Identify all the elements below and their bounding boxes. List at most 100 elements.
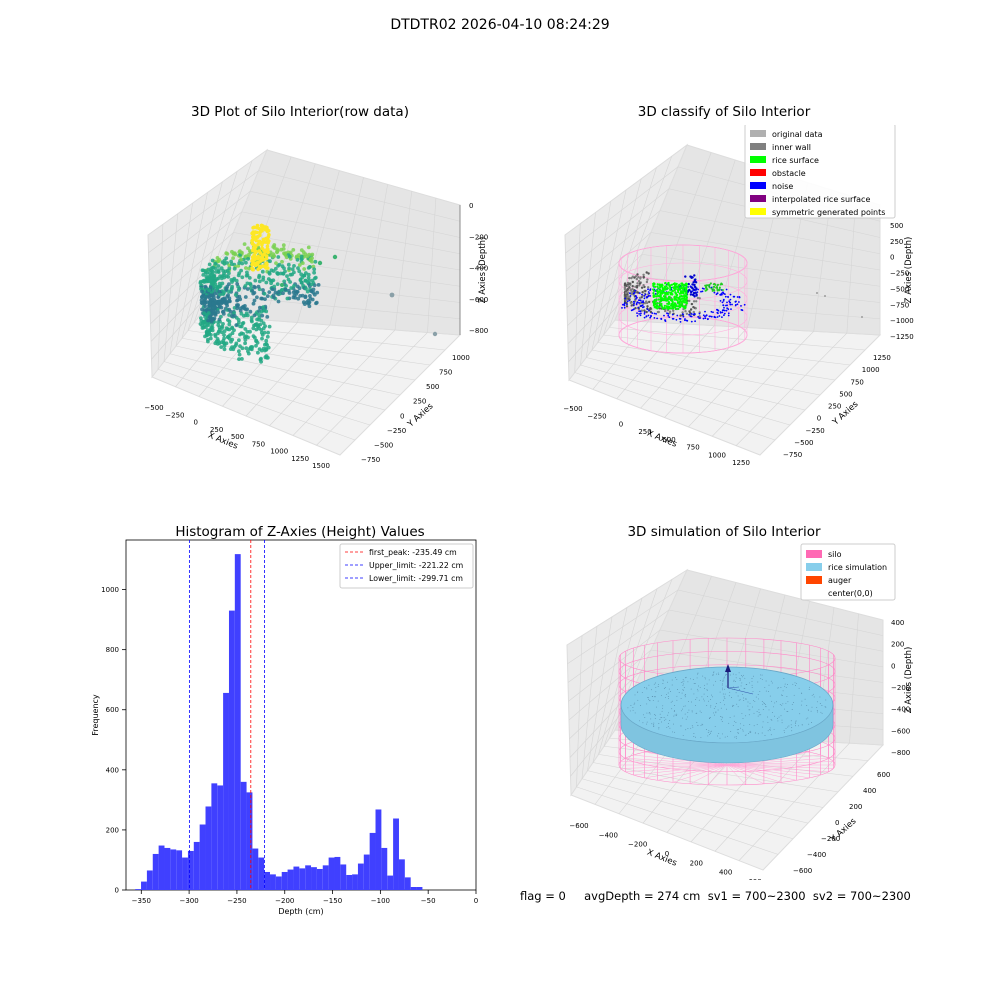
data-point (285, 274, 289, 278)
inner-wall-point (626, 288, 629, 292)
data-point (252, 284, 256, 289)
data-point (264, 261, 268, 266)
rice-mesh-point (685, 694, 686, 695)
rice-mesh-point (729, 717, 731, 719)
noise-point (688, 288, 691, 292)
rice-mesh-point (724, 688, 726, 690)
rice-mesh-point (634, 702, 636, 704)
data-point (248, 282, 253, 287)
rice-mesh-point (735, 692, 737, 694)
noise-point (622, 303, 624, 306)
rice-mesh-point (722, 683, 723, 685)
rice-surface-point (666, 287, 669, 290)
rice-surface-point (656, 302, 659, 305)
data-point (251, 226, 255, 230)
grid-line (175, 192, 208, 347)
z-tick-label: 400 (891, 619, 904, 627)
rice-mesh-point (703, 698, 705, 700)
data-point (251, 326, 256, 331)
grid-line (245, 324, 331, 417)
legend-swatch (750, 208, 766, 215)
data-point (260, 243, 264, 247)
rice-mesh-point (804, 698, 806, 700)
rice-mesh-point (719, 680, 721, 681)
rice-surface-point (675, 294, 678, 297)
data-point (222, 333, 226, 337)
figure-suptitle: DTDTR02 2026-04-10 08:24:29 (390, 17, 610, 33)
rice-mesh-point (715, 703, 717, 704)
rice-mesh-point (676, 695, 678, 697)
grid-line (362, 184, 388, 328)
rice-surface-point (705, 286, 708, 289)
noise-point (716, 316, 719, 318)
rice-surface-point (712, 285, 715, 288)
inner-wall-point (688, 299, 691, 303)
data-point (277, 262, 282, 267)
rice-mesh-point (754, 700, 756, 702)
histogram-bar (211, 783, 218, 890)
z-tick-label: −400 (469, 265, 488, 273)
x-tick-label: 500 (231, 433, 244, 441)
data-point (257, 226, 261, 231)
x-tick-label: 0 (194, 419, 198, 427)
noise-point (682, 315, 685, 318)
rice-mesh-point (680, 725, 682, 727)
inner-wall-point (641, 291, 644, 294)
rice-mesh-point (704, 688, 706, 689)
data-point (260, 256, 265, 260)
rice-mesh-point (724, 693, 726, 695)
y-tick-label: 1000 (862, 366, 880, 374)
inner-wall-point (637, 280, 641, 283)
noise-point (693, 274, 696, 277)
data-point (256, 350, 260, 355)
rice-mesh-point (634, 694, 636, 696)
rice-mesh-point (677, 689, 679, 690)
noise-point (675, 318, 678, 321)
grid-line (250, 190, 461, 238)
rice-mesh-point (753, 725, 755, 727)
rice-surface-point (673, 287, 676, 290)
z-tick-label: −200 (891, 684, 910, 692)
rice-mesh-point (759, 690, 761, 692)
noise-point (635, 298, 637, 300)
data-point (230, 249, 234, 254)
rice-mesh-point (741, 682, 743, 684)
rice-mesh-point (707, 696, 708, 698)
rice-mesh-point (791, 709, 793, 710)
z-tick-label: 0 (891, 662, 895, 670)
y-tick-label: −750 (783, 451, 802, 459)
data-point (229, 278, 234, 282)
rice-mesh-point (710, 732, 711, 734)
histogram-bar (152, 853, 159, 890)
histogram-bar (240, 781, 247, 890)
data-point (271, 254, 276, 259)
data-point (280, 288, 284, 292)
noise-point (639, 305, 642, 307)
noise-point (633, 300, 635, 303)
data-point (235, 303, 239, 307)
x-tick-label: −300 (179, 897, 198, 905)
grid-line (241, 211, 461, 255)
pane-floor (151, 314, 462, 456)
inner-wall-point (645, 310, 648, 314)
rice-mesh-point (739, 689, 741, 690)
rice-mesh-point (749, 731, 751, 733)
histogram-bar (404, 877, 411, 890)
noise-point (724, 295, 727, 298)
rice-mesh-point (811, 706, 813, 708)
x-tick-label: −250 (165, 411, 184, 419)
noise-point (649, 295, 651, 297)
data-point (251, 301, 256, 306)
noise-point (638, 310, 640, 313)
histogram-bar (369, 832, 376, 890)
histogram-bar (246, 792, 253, 890)
grid-line (668, 609, 884, 652)
data-point (208, 336, 213, 341)
legend-swatch (750, 156, 766, 163)
data-point (254, 249, 258, 254)
rice-mesh-point (683, 680, 685, 682)
rice-mesh-point (695, 699, 697, 700)
noise-point (643, 313, 646, 315)
y-axis-label: Frequency (91, 694, 100, 736)
rice-surface-point (678, 295, 681, 298)
